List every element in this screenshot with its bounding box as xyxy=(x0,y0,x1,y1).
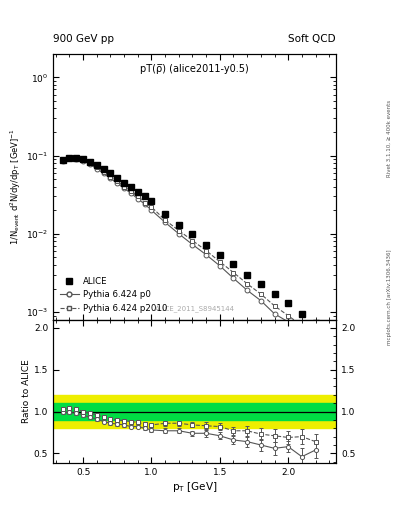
Text: Soft QCD: Soft QCD xyxy=(288,33,336,44)
Text: Rivet 3.1.10, ≥ 400k events: Rivet 3.1.10, ≥ 400k events xyxy=(387,100,392,177)
Legend: ALICE, Pythia 6.424 p0, Pythia 6.424 p2010: ALICE, Pythia 6.424 p0, Pythia 6.424 p20… xyxy=(57,274,170,315)
Text: mcplots.cern.ch [arXiv:1306.3436]: mcplots.cern.ch [arXiv:1306.3436] xyxy=(387,249,392,345)
Y-axis label: 1/N$_{\mathregular{event}}$ d$^{2}$N/dy/dp$_{\mathregular{T}}$ [GeV]$^{-1}$: 1/N$_{\mathregular{event}}$ d$^{2}$N/dy/… xyxy=(9,128,23,245)
X-axis label: p$_{\mathregular{T}}$ [GeV]: p$_{\mathregular{T}}$ [GeV] xyxy=(172,480,217,494)
Text: 900 GeV pp: 900 GeV pp xyxy=(53,33,114,44)
Text: pT(ρ̅) (alice2011-y0.5): pT(ρ̅) (alice2011-y0.5) xyxy=(140,65,249,74)
Text: ALICE_2011_S8945144: ALICE_2011_S8945144 xyxy=(154,305,235,312)
Y-axis label: Ratio to ALICE: Ratio to ALICE xyxy=(22,359,31,423)
